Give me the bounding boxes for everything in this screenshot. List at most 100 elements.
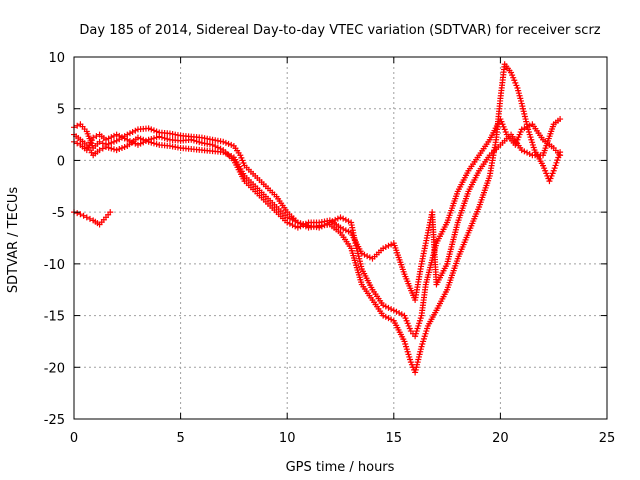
axis-layer: 0 5 10 15 20 25 -25 -20 -15 -10 -5 0 5 10 (44, 51, 616, 446)
data-point (99, 140, 106, 147)
data-point (126, 138, 133, 145)
data-point (145, 136, 152, 143)
data-point (124, 136, 131, 143)
data-point (289, 216, 296, 223)
data-point (557, 116, 564, 123)
y-tick-label: -20 (44, 361, 65, 376)
data-point (99, 145, 106, 152)
y-tick-label: -15 (44, 310, 65, 325)
data-point (148, 126, 155, 133)
data-point (284, 214, 291, 221)
data-point (110, 146, 117, 153)
data-point (83, 214, 90, 221)
data-point (105, 135, 112, 142)
x-tick-label: 25 (599, 431, 616, 446)
data-point (358, 250, 365, 257)
y-tick-label: 0 (57, 154, 65, 169)
data-point (134, 141, 141, 148)
data-point (553, 159, 560, 166)
data-point (129, 139, 136, 146)
x-tick-label: 20 (492, 431, 509, 446)
data-point (96, 147, 103, 154)
data-point (294, 224, 301, 231)
data-point (196, 139, 203, 146)
data-point (164, 135, 171, 142)
data-point (102, 143, 109, 150)
data-point (380, 245, 387, 252)
data-point (385, 315, 392, 322)
data-point (108, 139, 115, 146)
data-point (380, 302, 387, 309)
y-tick-label: 10 (48, 51, 65, 66)
data-point (142, 138, 149, 145)
data-point (382, 244, 389, 251)
data-point (286, 215, 293, 222)
data-point (86, 215, 93, 222)
data-point (557, 149, 564, 156)
data-point (364, 253, 371, 260)
data-point (140, 139, 147, 146)
data-point (385, 242, 392, 249)
data-point (345, 218, 352, 225)
data-point (556, 151, 563, 158)
data-point (342, 216, 349, 223)
data-point (129, 128, 136, 135)
data-point (214, 144, 221, 151)
data-point (292, 218, 299, 225)
data-point (90, 134, 97, 141)
data-point (121, 143, 128, 150)
data-point (334, 215, 341, 222)
data-point (193, 138, 200, 145)
data-point (337, 224, 344, 231)
data-point (153, 128, 160, 135)
points-layer (71, 61, 564, 376)
data-point (217, 145, 224, 152)
data-point (150, 127, 157, 134)
data-point (220, 138, 227, 145)
plot-frame (73, 56, 608, 420)
data-point (74, 122, 81, 129)
data-point (153, 141, 160, 148)
data-point (552, 162, 559, 169)
x-tick-label: 0 (70, 431, 78, 446)
data-point (132, 140, 139, 147)
data-point (212, 143, 219, 150)
data-point (302, 220, 309, 227)
data-point (300, 222, 307, 229)
y-tick-label: 5 (57, 103, 65, 118)
data-point (297, 223, 304, 230)
y-tick-label: -5 (52, 206, 65, 221)
data-point (361, 251, 368, 258)
data-point (521, 148, 528, 155)
data-point (77, 211, 84, 218)
data-point (74, 140, 81, 147)
data-point (113, 131, 120, 138)
data-point (388, 306, 395, 313)
data-point (294, 219, 301, 226)
data-point (110, 138, 117, 145)
data-point (382, 303, 389, 310)
data-point (116, 132, 123, 139)
data-point (228, 141, 235, 148)
data-point (225, 140, 232, 147)
data-point (132, 127, 139, 134)
data-point (398, 311, 405, 318)
data-point (134, 134, 141, 141)
data-point (107, 209, 114, 216)
data-point (118, 134, 125, 141)
data-point (156, 133, 163, 140)
series-trace-d (71, 209, 114, 228)
data-point (518, 126, 525, 133)
data-point (108, 145, 115, 152)
y-tick-label: -25 (44, 413, 65, 428)
data-point (105, 144, 112, 151)
data-point (382, 313, 389, 320)
data-point (390, 307, 397, 314)
data-point (150, 140, 157, 147)
y-tick-label: -10 (44, 258, 65, 273)
data-point (188, 136, 195, 143)
y-axis-label: SDTVAR / TECUs (6, 187, 21, 294)
data-point (554, 157, 561, 164)
data-point (518, 147, 525, 154)
